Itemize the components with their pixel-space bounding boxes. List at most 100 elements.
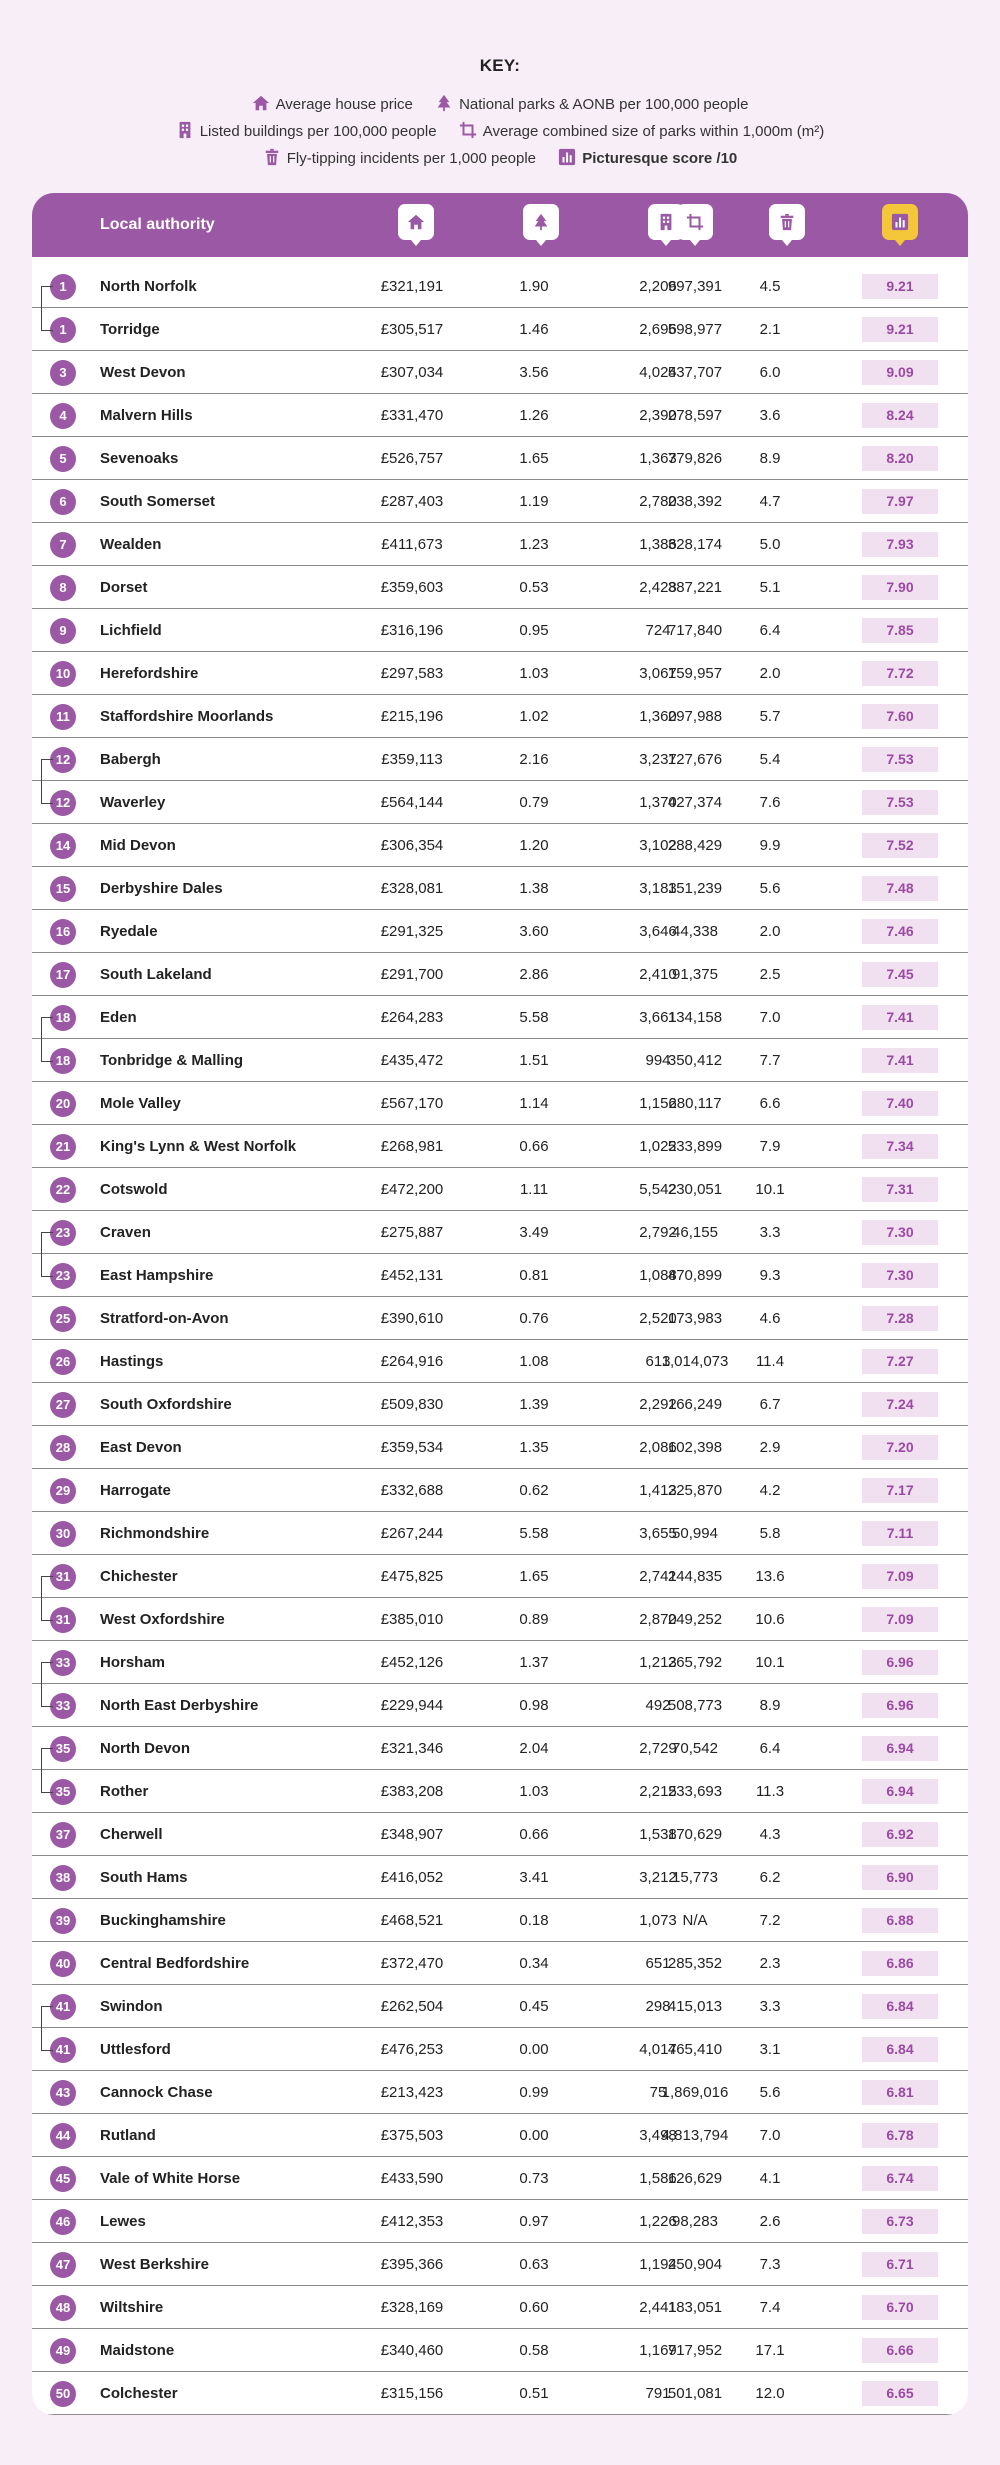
park-size-cell: 415,013 <box>667 1998 723 2015</box>
authority-name: South Oxfordshire <box>100 1396 232 1413</box>
fly-tipping-cell: 6.0 <box>759 364 781 381</box>
park-size-cell: 15,773 <box>672 1869 718 1886</box>
authority-name: Vale of White Horse <box>100 2170 241 2187</box>
tie-bracket <box>41 286 53 331</box>
authority-name: South Somerset <box>100 493 216 510</box>
table-row: 18 Eden £264,283 5.58 3,661 134,158 7.41 7.0 <box>32 996 968 1039</box>
park-size-cell: 173,983 <box>667 1310 723 1327</box>
park-size-cell: 170,629 <box>667 1826 723 1843</box>
table-row: 35 North Devon £321,346 2.04 2,729 70,542 6.94… <box>32 1727 968 1770</box>
authority-name: Cherwell <box>100 1826 163 1843</box>
rank-badge: 15 <box>50 876 76 902</box>
house-price-cell: £359,534 <box>380 1439 444 1456</box>
listed-buildings-cell: 2,729 <box>639 1740 677 1757</box>
rank-badge: 37 <box>50 1822 76 1848</box>
table-row: 48 Wiltshire £328,169 0.60 2,441 183,051 6.70 7… <box>32 2286 968 2329</box>
house-price-cell: £328,169 <box>380 2299 444 2316</box>
parks-cell: 3.56 <box>519 364 549 381</box>
rank-badge: 44 <box>50 2123 76 2149</box>
fly-tipping-cell: 11.4 <box>755 1353 785 1370</box>
park-size-cell: 288,429 <box>667 837 723 854</box>
park-size-cell: 328,174 <box>667 536 723 553</box>
park-size-cell: 280,117 <box>668 1095 722 1112</box>
rank-badge: 38 <box>50 1865 76 1891</box>
parks-cell: 1.35 <box>519 1439 549 1456</box>
listed-buildings-cell: 2,206 <box>639 278 677 295</box>
picturesque-score: 7.93 <box>862 532 938 557</box>
listed-buildings-cell: 2,292 <box>639 1396 677 1413</box>
park-size-cell: 91,375 <box>672 966 718 983</box>
parks-cell: 0.45 <box>519 1998 549 2015</box>
authority-name: Richmondshire <box>100 1525 210 1542</box>
fly-tipping-cell: 6.4 <box>759 1740 781 1757</box>
parks-cell: 2.86 <box>519 966 549 983</box>
fly-tipping-cell: 10.1 <box>755 1654 785 1671</box>
listed-buildings-cell: 1,538 <box>639 1826 677 1843</box>
authority-name: Waverley <box>100 794 166 811</box>
rank-badge: 21 <box>50 1134 76 1160</box>
fly-tipping-cell: 5.0 <box>759 536 781 553</box>
house-price-cell: £305,517 <box>380 321 444 338</box>
authority-name: East Devon <box>100 1439 182 1456</box>
table-row: 46 Lewes £412,353 0.97 1,226 98,283 6.73 2.6 <box>32 2200 968 2243</box>
picturesque-score: 6.90 <box>862 1865 938 1890</box>
house-price-cell: £306,354 <box>380 837 444 854</box>
table-row: 14 Mid Devon £306,354 1.20 3,102 288,429 7.52 9… <box>32 824 968 867</box>
listed-buildings-cell: 1,360 <box>639 708 677 725</box>
rank-badge: 30 <box>50 1521 76 1547</box>
parks-cell: 1.02 <box>519 708 549 725</box>
authority-name: Sevenoaks <box>100 450 179 467</box>
house-price-cell: £412,353 <box>380 2213 444 2230</box>
house-price-cell: £375,503 <box>380 2127 444 2144</box>
table-row: 37 Cherwell £348,907 0.66 1,538 170,629 6.92 4.… <box>32 1813 968 1856</box>
authority-name: Wealden <box>100 536 162 553</box>
park-size-cell: 278,597 <box>667 407 723 424</box>
listed-buildings-cell: 3,498 <box>639 2127 677 2144</box>
listed-buildings-cell: 2,390 <box>639 407 677 424</box>
fly-tipping-cell: 5.6 <box>759 2084 781 2101</box>
authority-name: Wiltshire <box>100 2299 164 2316</box>
house-price-cell: £331,470 <box>380 407 444 424</box>
house-price-cell: £509,830 <box>380 1396 444 1413</box>
parks-cell: 1.39 <box>519 1396 549 1413</box>
listed-buildings-cell: 2,870 <box>639 1611 677 1628</box>
fly-tipping-cell: 4.1 <box>759 2170 781 2187</box>
parks-cell: 0.34 <box>519 1955 549 1972</box>
listed-buildings-cell: 5,542 <box>639 1181 677 1198</box>
fly-tipping-cell: 4.5 <box>759 278 781 295</box>
listed-buildings-cell: 1,226 <box>639 2213 677 2230</box>
authority-name: West Berkshire <box>100 2256 209 2273</box>
table-row: 1 North Norfolk £321,191 1.90 2,206 997,391 9.… <box>32 265 968 308</box>
listed-buildings-cell: 1,088 <box>639 1267 677 1284</box>
picturesque-score: 7.41 <box>862 1005 938 1030</box>
listed-buildings-cell: 298 <box>645 1998 671 2015</box>
listed-buildings-cell: 1,586 <box>639 2170 677 2187</box>
picturesque-score: 7.11 <box>862 1521 938 1546</box>
picturesque-score: 6.74 <box>862 2166 938 2191</box>
picturesque-score: 7.85 <box>862 618 938 643</box>
parks-cell: 0.89 <box>519 1611 549 1628</box>
authority-name: Craven <box>100 1224 151 1241</box>
tie-bracket <box>41 1017 53 1062</box>
tree-icon <box>437 94 451 112</box>
parks-cell: 0.18 <box>519 1912 549 1929</box>
park-size-cell: 1,014,073 <box>661 1353 729 1370</box>
fly-tipping-cell: 5.8 <box>759 1525 781 1542</box>
rank-badge: 31 <box>50 1564 76 1590</box>
header-bin-icon <box>769 204 805 246</box>
park-size-cell: 297,988 <box>667 708 723 725</box>
fly-tipping-cell: 2.0 <box>759 665 781 682</box>
house-price-cell: £332,688 <box>380 1482 444 1499</box>
fly-tipping-cell: 4.7 <box>759 493 781 510</box>
picturesque-score: 9.21 <box>862 274 938 299</box>
table-row: 7 Wealden £411,673 1.23 1,386 328,174 7.93 5.0 <box>32 523 968 566</box>
parks-cell: 0.63 <box>519 2256 549 2273</box>
house-price-cell: £268,981 <box>380 1138 444 1155</box>
listed-buildings-cell: 4,017 <box>639 2041 677 2058</box>
rank-badge: 22 <box>50 1177 76 1203</box>
house-price-cell: £475,825 <box>380 1568 444 1585</box>
picturesque-score: 6.94 <box>862 1779 938 1804</box>
authority-name: Malvern Hills <box>100 407 193 424</box>
parks-cell: 1.51 <box>519 1052 549 1069</box>
house-price-cell: £291,325 <box>380 923 444 940</box>
